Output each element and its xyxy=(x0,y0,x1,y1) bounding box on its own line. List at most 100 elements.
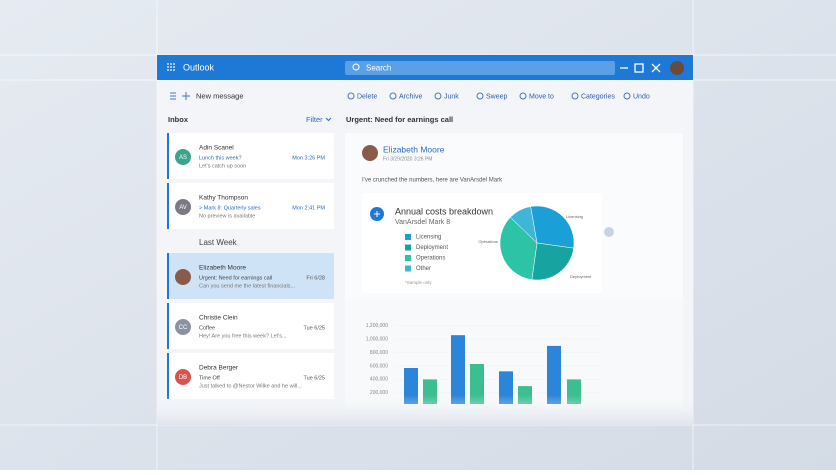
avatar xyxy=(175,319,191,335)
new-message-button[interactable]: New message xyxy=(196,91,244,100)
unread-indicator xyxy=(167,303,169,349)
app-title: Outlook xyxy=(183,62,215,72)
subject: Coffee xyxy=(199,325,215,331)
subject: Lunch this week? xyxy=(199,155,242,161)
avatar-initials: AS xyxy=(179,155,187,161)
pie-slice xyxy=(531,242,574,281)
toolbar-icons xyxy=(170,92,190,100)
pie-slice xyxy=(499,216,538,280)
time: Mon 3:26 PM xyxy=(292,155,325,161)
app-launcher[interactable] xyxy=(167,63,175,71)
search-icon xyxy=(352,63,360,71)
toolbar-action[interactable]: Move to xyxy=(529,93,554,100)
message-item[interactable] xyxy=(167,133,334,179)
legend-label: Other xyxy=(416,266,431,272)
legend-swatch xyxy=(405,234,411,240)
message-item[interactable] xyxy=(167,253,334,299)
y-tick-label: 200,000 xyxy=(370,390,388,396)
action-icon xyxy=(623,92,631,100)
action-icon xyxy=(519,92,527,100)
message-item[interactable] xyxy=(167,303,334,349)
sender: Debra Berger xyxy=(199,365,239,372)
toolbar-action[interactable]: Archive xyxy=(399,93,422,100)
legend-swatch xyxy=(405,265,411,272)
section-header: Last Week xyxy=(199,238,238,247)
sender: Adin Scanel xyxy=(199,145,234,152)
card-icon-plus xyxy=(374,211,380,217)
scroll-dot[interactable] xyxy=(604,227,614,237)
avatar xyxy=(175,369,191,385)
unread-indicator xyxy=(167,183,169,229)
toolbar-action[interactable]: Undo xyxy=(633,93,650,100)
legend-label: Operations xyxy=(416,256,445,262)
toolbar-action[interactable]: Sweep xyxy=(486,93,508,100)
action-icon xyxy=(389,92,397,100)
window-controls[interactable] xyxy=(620,63,661,73)
avatar xyxy=(175,149,191,165)
preview: Let's catch up soon xyxy=(199,163,246,169)
time: Mon 2:41 PM xyxy=(292,205,325,211)
sender: Kathy Thompson xyxy=(199,195,248,202)
avatar-initials: AV xyxy=(179,205,187,211)
profile-picture[interactable] xyxy=(670,61,684,75)
y-tick-label: 1,000,000 xyxy=(366,337,388,343)
sender: Christie Clein xyxy=(199,315,238,322)
sender-avatar xyxy=(362,145,378,161)
subject: Urgent: Need for earnings call xyxy=(199,275,272,281)
pie-slice xyxy=(510,206,538,244)
avatar xyxy=(175,269,191,285)
pie-label: Operations xyxy=(478,239,498,244)
folder-title: Inbox xyxy=(168,115,189,124)
message-item[interactable] xyxy=(167,183,334,229)
sender: Elizabeth Moore xyxy=(199,265,246,272)
message-item[interactable] xyxy=(167,353,334,399)
toolbar-action[interactable]: Categories xyxy=(581,93,615,100)
toolbar-action[interactable]: Junk xyxy=(444,93,459,100)
y-tick-label: 800,000 xyxy=(370,350,388,356)
y-tick-label: 600,000 xyxy=(370,363,388,369)
legend-swatch xyxy=(405,255,411,261)
action-icon xyxy=(347,92,355,100)
search-placeholder: Search xyxy=(366,64,391,73)
search-box[interactable] xyxy=(345,61,615,75)
card-title: Annual costs breakdown xyxy=(395,206,493,216)
unread-indicator xyxy=(167,133,169,179)
legend-label: Deployment xyxy=(416,245,448,251)
action-icon xyxy=(476,92,484,100)
toolbar-action[interactable]: Delete xyxy=(357,93,377,100)
subject: Time Off xyxy=(199,375,220,381)
unread-indicator xyxy=(167,253,169,299)
action-icon xyxy=(571,92,579,100)
bar xyxy=(470,363,484,404)
pie-label: Deployment xyxy=(570,274,592,279)
avatar-initials: CC xyxy=(179,325,188,331)
y-tick-label: 400,000 xyxy=(370,377,388,383)
avatar xyxy=(175,199,191,215)
bar xyxy=(451,335,465,404)
sender-name: Elizabeth Moore xyxy=(383,144,445,154)
message-body: I've crunched the numbers, here are VanA… xyxy=(362,178,503,184)
time: Fri 6/28 xyxy=(306,275,325,281)
action-icon xyxy=(434,92,442,100)
time: Tue 6/25 xyxy=(303,325,325,331)
preview: Hey! Are you free this week? Let's... xyxy=(199,333,287,339)
card-subtitle: VanArsdel Mark 8 xyxy=(395,219,450,226)
sent-date: Fri 3/29/2020 3:26 PM xyxy=(383,156,432,162)
filter-button[interactable]: Filter xyxy=(306,115,323,124)
filter-chevron xyxy=(325,117,332,122)
subject: > Mark 8: Quarterly sales xyxy=(199,205,261,211)
pie-slice xyxy=(530,205,575,249)
card-note: *Sample only xyxy=(405,280,432,285)
bottom-fade xyxy=(157,395,693,425)
pie-label: Licensing xyxy=(566,214,583,219)
legend-label: Licensing xyxy=(416,235,441,241)
reading-subject: Urgent: Need for earnings call xyxy=(346,115,453,124)
time: Tue 6/25 xyxy=(303,375,325,381)
bar-chart-area xyxy=(345,300,683,410)
preview: Just talked to @Nestor Wilke and he will… xyxy=(199,383,302,389)
y-tick-label: 1,200,000 xyxy=(366,323,388,329)
unread-indicator xyxy=(167,353,169,399)
legend-swatch xyxy=(405,244,411,251)
